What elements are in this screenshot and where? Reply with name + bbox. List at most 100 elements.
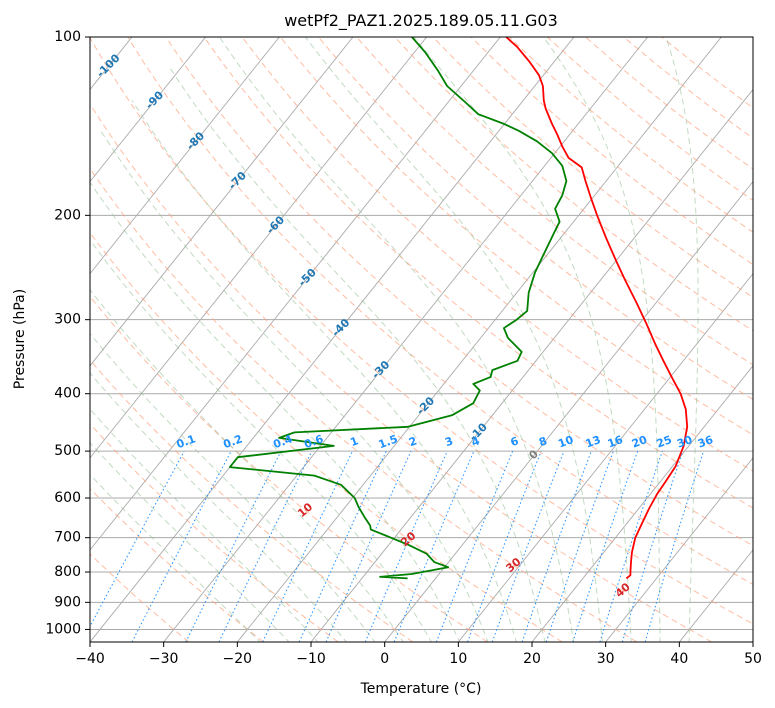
mixing-ratio-label: 20 [630, 433, 649, 451]
isotherm-50 [752, 641, 753, 642]
mixing-ratio-line [491, 450, 565, 642]
mixing-ratio-line [521, 450, 592, 642]
x-tick-label: 10 [449, 651, 467, 667]
mixing-ratio-line [599, 450, 663, 642]
x-axis-title: Temperature (°C) [360, 681, 482, 697]
mixing-ratio-line [393, 450, 475, 642]
x-tick-label: 40 [670, 651, 688, 667]
mixing-ratio-label: 1.5 [377, 432, 400, 451]
x-tick-label: −10 [296, 651, 326, 667]
plot-frame [89, 36, 754, 643]
isotherm--90 [90, 37, 207, 183]
profile-lines [228, 37, 689, 580]
moist-adiabat [90, 181, 461, 642]
moist-adiabat [90, 288, 404, 642]
moist-adiabat [100, 130, 489, 642]
moist-adiabat [304, 37, 603, 642]
moist-adiabat [90, 239, 433, 642]
mixing-ratio-line [364, 450, 448, 642]
moist-adiabat [168, 65, 546, 642]
dry-adiabat [203, 37, 753, 509]
mixing-ratio-line [621, 450, 684, 642]
isotherm-30 [605, 457, 753, 642]
isotherm-10 [457, 272, 753, 642]
y-tick-label: 400 [54, 386, 81, 402]
y-tick-label: 100 [54, 29, 81, 45]
mixing-ratio-label: 30 [675, 433, 694, 451]
temperature-profile [505, 37, 689, 580]
dry-adiabat [90, 295, 488, 642]
mixing-ratio-label: 6 [509, 434, 521, 449]
moist-adiabat [90, 408, 319, 642]
isotherm--20 [236, 37, 722, 642]
isotherm-0 [384, 180, 753, 642]
isotherm--30 [163, 37, 649, 642]
dry-adiabat [127, 37, 753, 586]
background-lines [0, 37, 753, 642]
x-tick-label: 50 [744, 651, 762, 667]
y-tick-label: 900 [54, 594, 81, 610]
dry-adiabat [90, 231, 563, 642]
dewpoint-profile [228, 37, 568, 580]
y-tick-label: 200 [54, 207, 81, 223]
axes: −40 −30 −20 −10 0 10 20 30 40 5010020030040050060… [45, 29, 762, 667]
chart-title: wetPf2_PAZ1.2025.189.05.11.G03 [284, 11, 558, 31]
mixing-ratio-label: 2 [407, 434, 419, 449]
plot-background [90, 37, 753, 642]
mixing-ratio-label: 36 [696, 433, 715, 451]
dry-adiabat [90, 167, 638, 642]
mixing-ratio-line [572, 450, 639, 642]
isotherm--40 [90, 37, 575, 642]
mixing-ratio-label: 25 [655, 433, 674, 450]
y-tick-label: 600 [54, 490, 81, 506]
mixing-ratio-label: 0.1 [175, 432, 198, 451]
mixing-ratio-line [435, 450, 514, 642]
mixing-ratio-label: 0.4 [272, 432, 295, 451]
dry-adiabat [90, 37, 753, 625]
mixing-ratio-line [644, 450, 705, 642]
isotherm--70 [90, 37, 354, 367]
dry-adiabat [90, 423, 339, 642]
x-tick-label: −30 [149, 651, 179, 667]
mixing-ratio-label: 16 [606, 433, 625, 451]
x-tick-label: 20 [523, 651, 541, 667]
mixing-ratio-label: 0.6 [302, 432, 325, 451]
moist-adiabat [218, 37, 575, 642]
dry-adiabat [90, 103, 712, 642]
isotherm--80 [90, 37, 280, 275]
mixing-ratio-line [545, 450, 614, 642]
dry-adiabat [165, 37, 753, 547]
mixing-ratio-label: 0.2 [222, 432, 245, 451]
x-tick-label: 30 [597, 651, 615, 667]
dry-adiabat [90, 359, 414, 642]
moist-adiabat [413, 37, 632, 642]
y-tick-label: 800 [54, 564, 81, 580]
dry-adiabat [356, 37, 753, 366]
x-tick-label: −40 [75, 651, 105, 667]
mixing-ratio-line [185, 450, 282, 642]
dry-adiabat [90, 553, 190, 642]
y-tick-label: 700 [54, 530, 81, 546]
mixing-ratio-label: 10 [556, 433, 575, 451]
moist-adiabat [131, 100, 517, 642]
moist-adiabat [90, 332, 376, 642]
dry-adiabat [394, 37, 753, 332]
mixing-ratio-label: 3 [443, 434, 455, 449]
y-tick-label: 300 [54, 312, 81, 328]
y-tick-label: 500 [54, 443, 81, 459]
isotherm-20 [531, 365, 753, 642]
mixing-ratio-label: 8 [537, 434, 549, 449]
mixing-ratio-line [325, 450, 412, 642]
isotherm--110 [0, 37, 58, 642]
mixing-ratio-label: 1 [349, 434, 361, 449]
mixing-ratio-line [90, 450, 185, 628]
y-tick-label: 1000 [45, 621, 81, 637]
mixing-ratio-label: 4 [470, 434, 482, 449]
isotherm--50 [90, 37, 501, 551]
moist-adiabat [665, 37, 699, 642]
x-tick-label: −20 [223, 651, 253, 667]
moist-adiabat [90, 441, 290, 642]
isotherm--60 [90, 37, 428, 459]
mixing-ratio-line [467, 450, 542, 642]
